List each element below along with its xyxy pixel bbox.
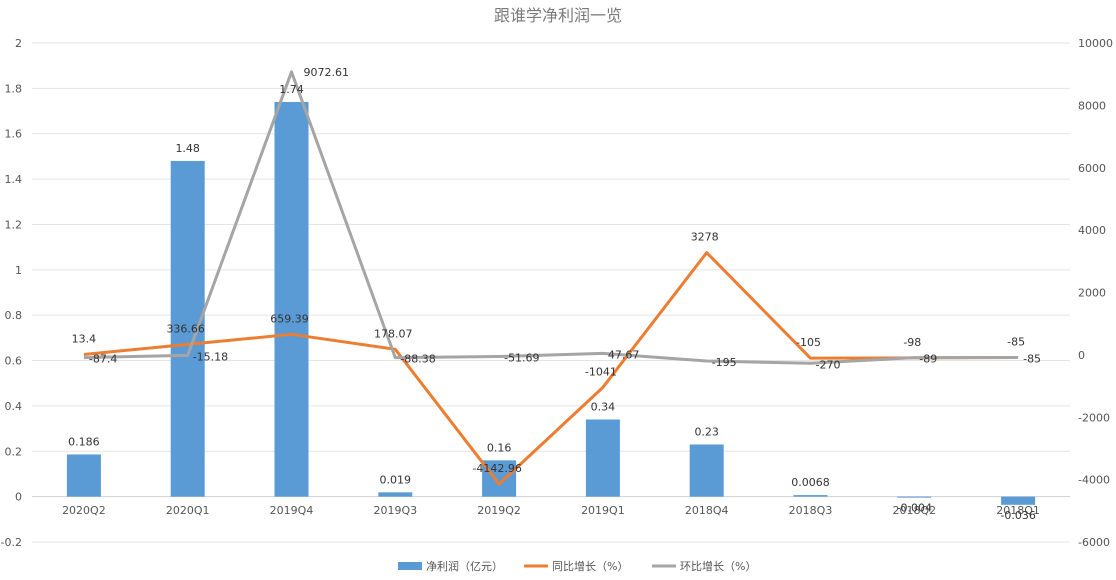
chart-title: 跟谁学净利润一览 <box>494 6 622 25</box>
left-axis-tick-label: 1.6 <box>5 128 23 141</box>
line-data-label: -4142.96 <box>472 462 521 475</box>
x-axis-tick-label: 2019Q4 <box>270 504 314 517</box>
bar-data-label: 0.186 <box>68 435 100 448</box>
bar <box>482 460 517 497</box>
left-axis-tick-label: 2 <box>15 37 22 50</box>
line-data-label: 659.39 <box>270 312 309 325</box>
line-data-label: -270 <box>816 358 841 371</box>
left-axis-tick-label: 0.8 <box>5 309 23 322</box>
line-data-label: 13.4 <box>72 332 97 345</box>
bar-data-label: 0.0068 <box>791 476 830 489</box>
x-axis-tick-label: 2020Q1 <box>166 504 210 517</box>
left-axis-tick-label: 0.6 <box>5 355 23 368</box>
left-axis-tick-label: 1.4 <box>5 173 23 186</box>
right-axis-tick-label: 0 <box>1078 349 1085 362</box>
left-axis: -0.2 0 0.2 0.4 0.6 0.8 1 1.2 1.4 1.6 1.8 2 <box>1 37 22 549</box>
bar-data-label: 1.48 <box>175 142 200 155</box>
left-axis-tick-label: 1 <box>15 264 22 277</box>
bar-data-label: 0.23 <box>694 425 719 438</box>
right-axis: -6000 -4000 -2000 0 2000 4000 6000 8000 10000 <box>1078 37 1113 549</box>
line-data-label: 47.67 <box>608 348 640 361</box>
bar <box>1001 496 1036 505</box>
right-axis-tick-label: 10000 <box>1078 37 1113 50</box>
line-data-label: -89 <box>919 353 937 366</box>
x-axis-tick-label: 2019Q1 <box>581 504 625 517</box>
bar-data-label: -0.004 <box>897 502 932 515</box>
line-data-label: -105 <box>796 336 821 349</box>
line-data-label: -85 <box>1007 336 1025 349</box>
left-axis-tick-label: 1.2 <box>5 218 23 231</box>
legend-swatch <box>398 562 422 570</box>
x-axis-tick-label: 2018Q1 <box>996 504 1040 517</box>
right-axis-tick-label: 8000 <box>1078 99 1106 112</box>
line-data-label: -98 <box>903 336 921 349</box>
bar-data-label: 0.34 <box>591 401 616 414</box>
bar <box>585 419 620 497</box>
x-axis-tick-label: 2019Q2 <box>477 504 521 517</box>
right-axis-tick-label: 4000 <box>1078 224 1106 237</box>
bar-data-label: 0.16 <box>487 441 512 454</box>
right-axis-tick-label: 2000 <box>1078 287 1106 300</box>
line-data-label: -15.18 <box>193 350 228 363</box>
bar <box>793 495 828 497</box>
x-axis-tick-label: 2019Q3 <box>373 504 417 517</box>
x-axis-tick-label: 2020Q2 <box>62 504 106 517</box>
bar-data-label: 1.74 <box>279 83 304 96</box>
bar-data-label: -0.036 <box>1000 509 1035 522</box>
line-data-label: -87.4 <box>89 353 117 366</box>
line-data-label: -85 <box>1023 353 1041 366</box>
left-axis-tick-label: 0.4 <box>5 400 23 413</box>
bar-series-layer <box>66 101 1036 505</box>
line-data-label: -88.38 <box>400 353 435 366</box>
data-labels: 0.186 1.48 1.74 0.019 0.16 0.34 0.23 0.0068 -0.0… <box>68 66 1041 522</box>
right-axis-tick-label: -2000 <box>1078 411 1110 424</box>
x-axis: 2020Q2 2020Q1 2019Q4 2019Q3 2019Q2 2019Q1 2018… <box>62 504 1040 517</box>
left-axis-tick-label: 0 <box>15 491 22 504</box>
x-axis-tick-label: 2018Q2 <box>892 504 936 517</box>
right-axis-tick-label: 6000 <box>1078 162 1106 175</box>
bar <box>170 160 205 497</box>
legend-label: 同比增长（%） <box>552 559 628 573</box>
x-axis-tick-label: 2018Q3 <box>789 504 833 517</box>
legend-label: 环比增长（%） <box>680 559 756 573</box>
x-axis-tick-label: 2018Q4 <box>685 504 729 517</box>
bar-data-label: 0.019 <box>380 473 412 486</box>
left-axis-tick-label: 0.2 <box>5 445 23 458</box>
legend: 净利润（亿元） 同比增长（%） 环比增长（%） <box>398 559 756 573</box>
line-data-label: 3278 <box>691 231 719 244</box>
left-axis-tick-label: 1.8 <box>5 82 23 95</box>
bar <box>274 101 309 497</box>
line-data-label: 9072.61 <box>304 66 350 79</box>
left-axis-tick-label: -0.2 <box>1 536 22 549</box>
line-series-2 <box>83 70 1019 365</box>
line-data-label: -1041 <box>585 365 617 378</box>
bar <box>897 496 932 498</box>
legend-label: 净利润（亿元） <box>426 559 503 573</box>
line-series-layer <box>83 70 1019 486</box>
right-axis-tick-label: -4000 <box>1078 474 1110 487</box>
grid <box>32 42 1070 543</box>
bar <box>689 444 724 497</box>
line-series-1 <box>83 251 1019 486</box>
right-axis-tick-label: -6000 <box>1078 536 1110 549</box>
bar <box>66 454 101 497</box>
line-data-label: 336.66 <box>166 322 205 335</box>
line-data-label: 178.07 <box>374 327 413 340</box>
line-data-label: -195 <box>712 356 737 369</box>
line-data-label: -51.69 <box>504 351 539 364</box>
bar <box>378 492 413 497</box>
